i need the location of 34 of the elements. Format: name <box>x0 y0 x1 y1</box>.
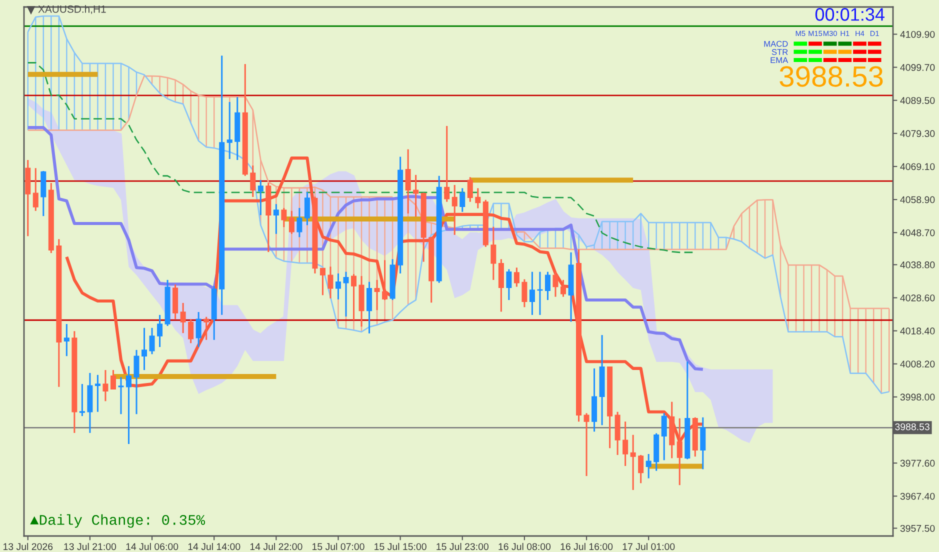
x-tick-label: 14 Jul 06:00 <box>126 542 178 550</box>
annotation: ▲Daily Change: 0.35% <box>30 514 206 528</box>
chart-title: XAUUSD.h,H1 <box>38 5 106 14</box>
category-label: MACD <box>764 40 788 47</box>
x-tick-label: 16 Jul 16:00 <box>560 542 613 550</box>
y-tick-label: 4028.60 <box>900 294 935 302</box>
y-tick-label: 4079.30 <box>900 130 935 138</box>
y-tick-label: 3977.60 <box>900 460 935 467</box>
y-tick-label: 4058.90 <box>900 196 935 204</box>
y-tick-label: 4089.50 <box>900 97 935 104</box>
x-tick-label: 13 Jul 21:00 <box>64 542 116 550</box>
y-tick-label: 3998.00 <box>900 394 935 401</box>
x-tick-label: 14 Jul 14:00 <box>188 542 240 550</box>
x-tick-label: 16 Jul 08:00 <box>498 542 551 550</box>
annotation: 00:01:34 <box>815 8 884 21</box>
y-tick-label: 3967.40 <box>900 492 935 500</box>
category-label: STR <box>772 49 788 55</box>
y-tick-label: 4038.80 <box>900 261 935 268</box>
y-tick-label: 4109.90 <box>900 30 935 38</box>
y-tick-label: 3957.50 <box>900 524 935 532</box>
y-tick-label: 4008.20 <box>900 360 935 368</box>
x-tick-label: 15 Jul 23:00 <box>436 542 488 550</box>
y-tick-label: 4069.10 <box>900 163 935 170</box>
y-tick-label: 4018.40 <box>900 328 935 334</box>
x-tick-label: 14 Jul 22:00 <box>250 542 302 550</box>
x-tick-label: 17 Jul 01:00 <box>622 542 675 550</box>
x-tick-label: 15 Jul 15:00 <box>374 542 426 550</box>
y-tick-label: 4099.70 <box>900 64 935 71</box>
x-tick-label: 15 Jul 07:00 <box>312 542 364 550</box>
category-label: EMA <box>770 57 788 64</box>
annotation: 3988.53 <box>780 66 883 87</box>
ref-line-label: 3988.53 <box>895 423 930 430</box>
y-tick-label: 4048.70 <box>900 229 935 236</box>
x-tick-label: 13 Jul 2026 <box>3 542 53 550</box>
